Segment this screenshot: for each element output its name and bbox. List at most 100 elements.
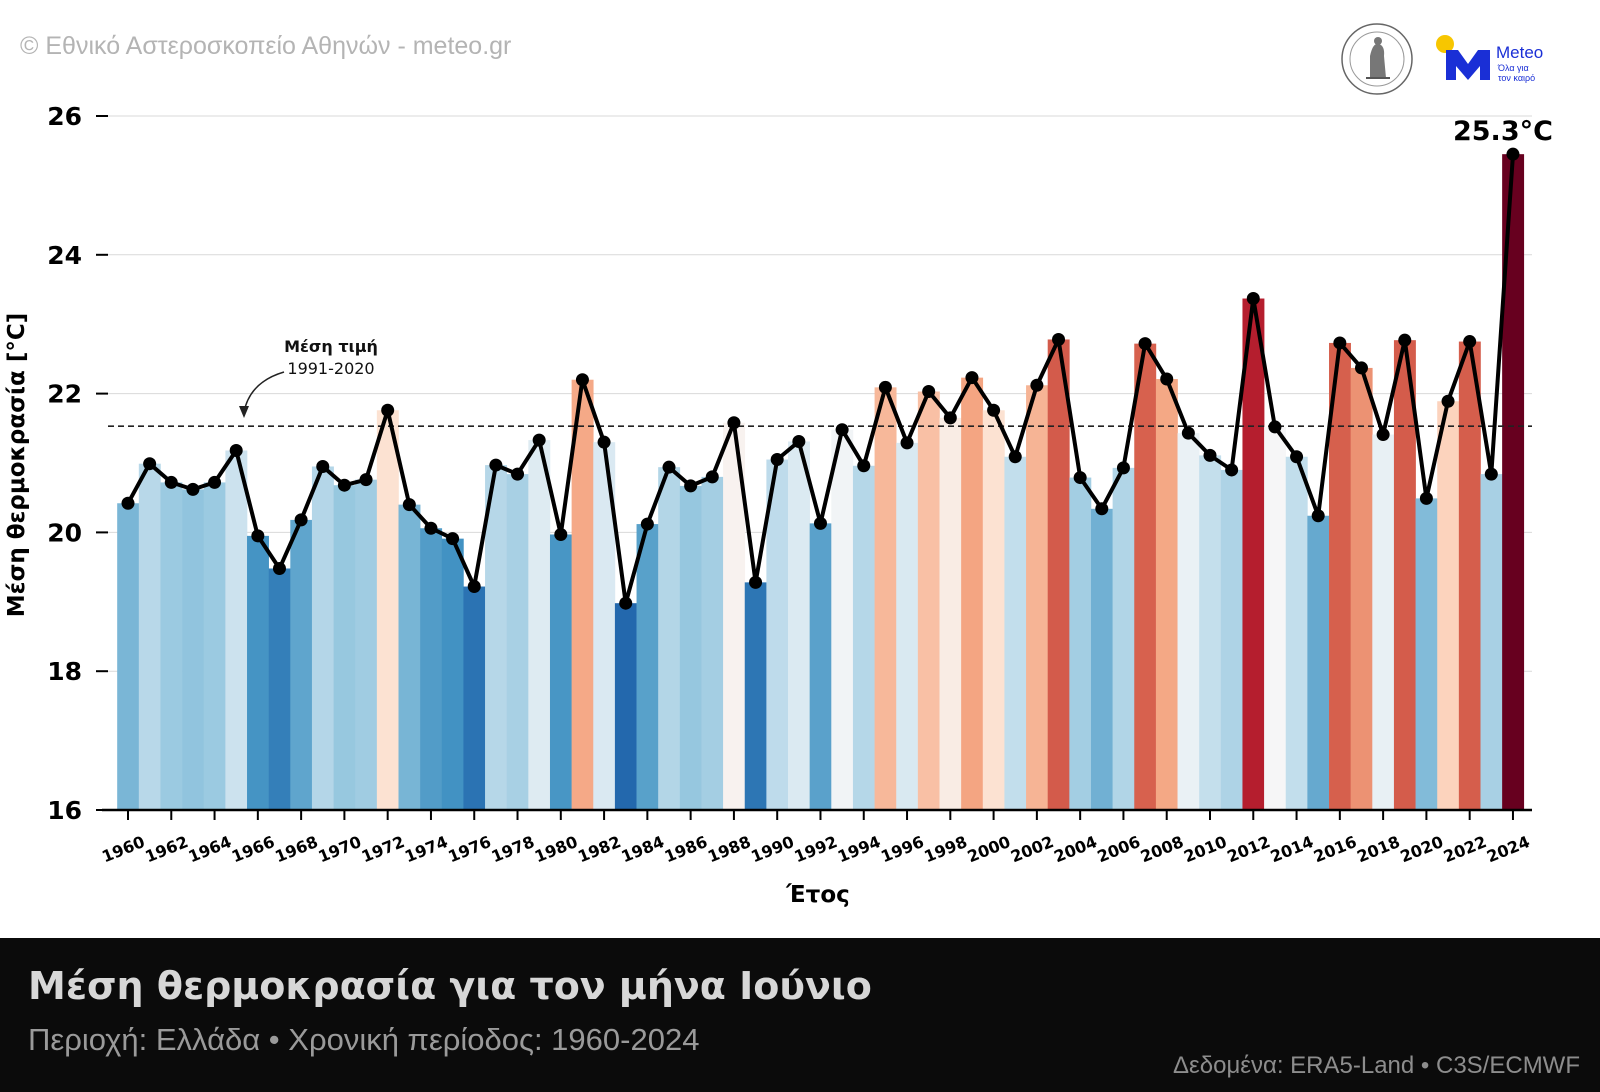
bar-1965 [225,450,248,810]
bar-1963 [182,489,205,810]
points-group [121,147,1520,610]
point-1977 [489,458,503,472]
bar-1974 [420,528,443,810]
point-1984 [640,517,654,531]
x-tick-label: 2000 [965,832,1013,866]
max-value-label: 25.3°C [1453,116,1553,147]
point-2015 [1311,509,1325,523]
bar-1966 [247,535,269,810]
point-1966 [251,529,265,543]
bar-2006 [1112,467,1135,810]
bar-1985 [658,467,681,810]
bar-2023 [1480,474,1503,810]
x-tick-label: 1976 [445,832,493,866]
point-1995 [878,380,892,394]
bar-2019 [1393,340,1416,810]
bar-1989 [744,582,767,810]
bar-2004 [1069,477,1092,810]
point-2019 [1398,333,1412,347]
x-tick-label: 2022 [1441,832,1489,866]
bar-1973 [398,504,421,810]
point-1992 [813,516,827,530]
bar-2010 [1199,455,1222,810]
x-tick-label: 2002 [1008,832,1056,866]
bar-1961 [138,463,161,810]
x-tick-label: 1980 [532,832,580,866]
x-ticks: 1960196219641966196819701972197419761978… [99,810,1532,866]
point-1972 [381,403,395,417]
point-2006 [1116,461,1130,475]
point-1983 [619,596,633,610]
x-tick-label: 2016 [1311,832,1359,866]
bar-1981 [571,379,594,810]
bar-1964 [203,482,226,810]
x-tick-label: 1992 [792,832,840,866]
point-1981 [575,373,589,387]
point-1965 [229,444,243,458]
bar-1969 [311,466,334,810]
y-tick-label: 22 [47,380,82,409]
x-tick-label: 2006 [1095,832,1143,866]
point-1973 [402,498,416,512]
bar-2007 [1134,343,1157,810]
bar-2005 [1090,508,1113,810]
bar-1986 [679,485,702,810]
x-tick-label: 2010 [1181,832,1229,866]
footer-title: Μέση θερμοκρασία για τον μήνα Ιούνιο [28,964,872,1008]
point-1993 [835,423,849,437]
bar-2012 [1242,298,1265,810]
point-1969 [316,459,330,473]
y-tick-label: 26 [47,102,82,131]
point-2018 [1376,428,1390,442]
point-1962 [164,475,178,489]
point-2021 [1441,394,1455,408]
point-1996 [900,436,914,450]
bar-1979 [528,440,551,810]
meteo-logo-tagline-2: τον καιρό [1498,73,1535,83]
x-tick-label: 1998 [921,832,969,866]
point-1963 [186,482,200,496]
copyright-text: © Εθνικό Αστεροσκοπείο Αθηνών - meteo.gr [20,32,512,60]
bar-2022 [1458,341,1481,810]
bar-1987 [701,476,724,810]
bar-1984 [636,524,659,810]
bar-1968 [290,519,313,810]
x-tick-label: 1990 [748,832,796,866]
point-1999 [965,371,979,385]
point-2023 [1484,467,1498,481]
bar-2020 [1415,498,1438,810]
mean-annotation-period: 1991-2020 [287,359,374,378]
point-1964 [208,475,222,489]
x-tick-label: 1960 [99,832,147,866]
point-1987 [705,470,719,484]
bar-2015 [1307,515,1330,810]
point-1998 [943,411,957,425]
point-1960 [121,496,135,510]
bar-2016 [1329,342,1351,810]
bar-1960 [117,503,140,810]
bar-2003 [1047,339,1070,810]
point-1979 [532,433,546,447]
meteo-logo-tagline-1: Όλα για [1497,63,1529,73]
mean-annotation-arrow [243,371,285,413]
x-tick-label: 1982 [575,832,623,866]
x-tick-label: 2012 [1224,832,1272,866]
x-tick-label: 2024 [1484,832,1532,866]
bar-1998 [939,417,962,810]
meteo-m-icon: Meteo Όλα για τον καιρό [1436,35,1543,83]
y-ticks: 16 18 20 22 24 26 [47,102,108,825]
x-tick-label: 1996 [878,832,926,866]
point-2007 [1138,337,1152,351]
bar-2002 [1026,385,1048,810]
x-tick-label: 1994 [835,832,883,866]
point-1990 [770,453,784,467]
point-1971 [359,473,373,487]
point-2017 [1354,361,1368,375]
observatory-seal-icon [1341,23,1413,95]
point-1982 [597,435,611,449]
bar-1999 [961,377,984,810]
x-tick-label: 1988 [705,832,753,866]
bar-2014 [1285,456,1308,810]
mean-annotation-title: Μέση τιμή [284,337,378,356]
point-2009 [1181,426,1195,440]
